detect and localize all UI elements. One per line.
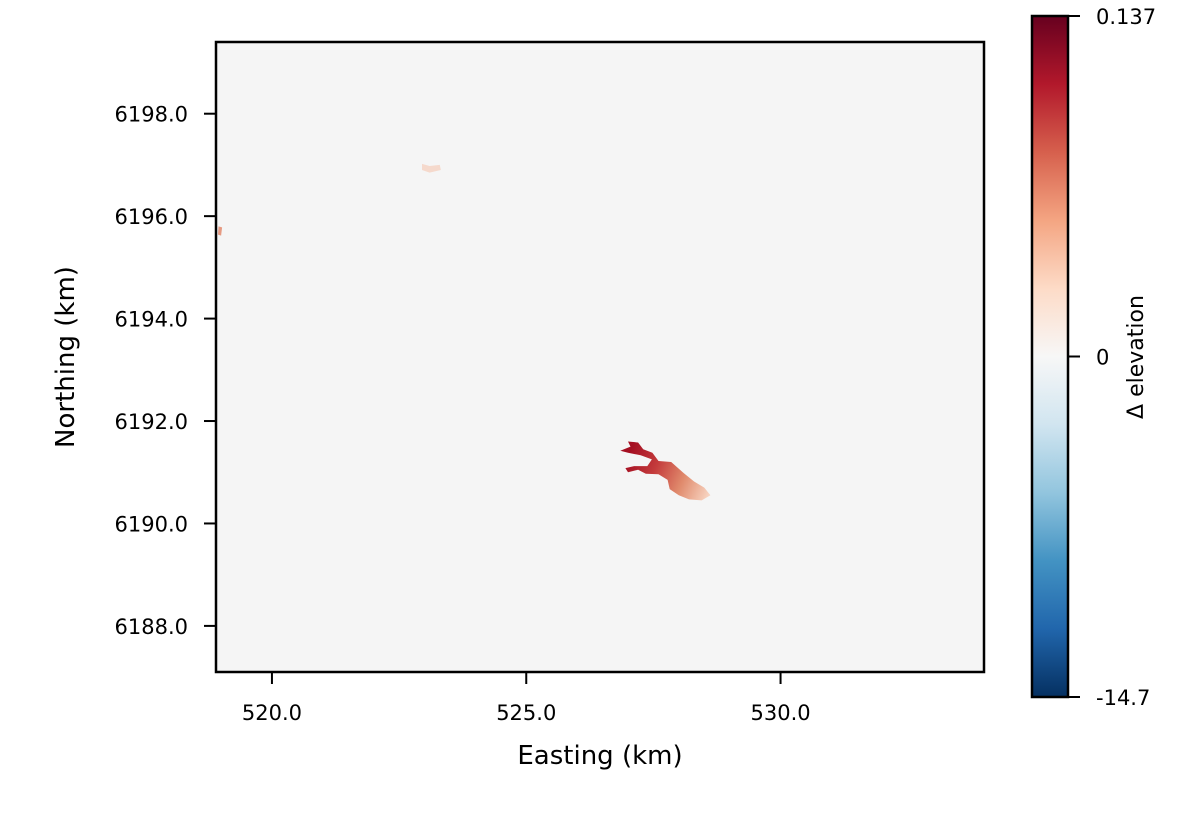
y-tick-label: 6194.0 xyxy=(115,308,188,332)
y-axis: 6188.0 6190.0 6192.0 6194.0 6196.0 6198.0 xyxy=(115,103,216,639)
y-tick-label: 6190.0 xyxy=(115,512,188,536)
colorbar-title: Δ elevation xyxy=(1124,295,1149,419)
small-change-west-edge xyxy=(218,226,223,236)
y-tick-label: 6188.0 xyxy=(115,615,188,639)
plot-area xyxy=(216,42,984,672)
x-axis: 520.0 525.0 530.0 xyxy=(242,672,811,725)
x-tick-label: 525.0 xyxy=(496,701,556,725)
colorbar xyxy=(1032,16,1068,697)
y-tick-label: 6192.0 xyxy=(115,410,188,434)
colorbar-tick-label: 0.137 xyxy=(1096,5,1156,29)
small-change-north xyxy=(422,163,441,173)
x-tick-label: 520.0 xyxy=(242,701,302,725)
x-tick-label: 530.0 xyxy=(750,701,810,725)
colorbar-ticks: 0.137 0 -14.7 xyxy=(1068,5,1156,710)
y-axis-title: Northing (km) xyxy=(51,266,81,448)
plot-frame xyxy=(214,40,986,674)
colorbar-tick-label: -14.7 xyxy=(1096,686,1150,710)
y-tick-label: 6198.0 xyxy=(115,103,188,127)
x-axis-title: Easting (km) xyxy=(517,741,682,771)
raster-features xyxy=(218,163,711,501)
y-tick-label: 6196.0 xyxy=(115,205,188,229)
colorbar-tick-label: 0 xyxy=(1096,346,1109,370)
main-change-region xyxy=(620,441,711,501)
